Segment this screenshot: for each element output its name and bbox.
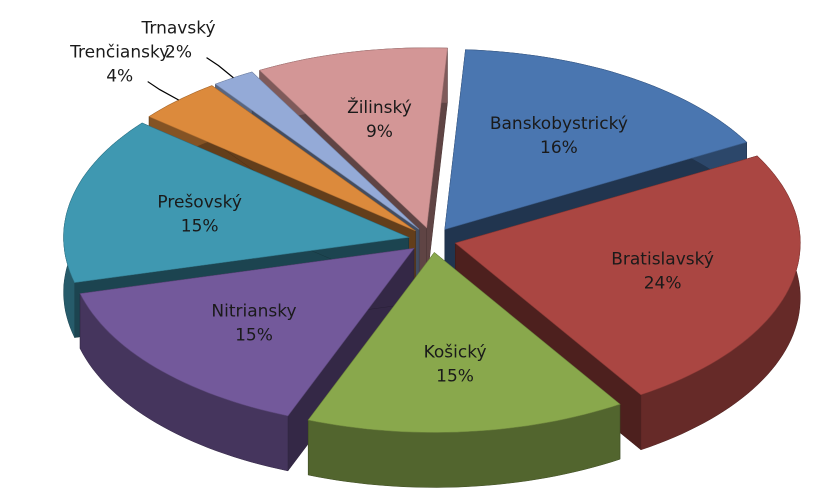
slice-label: Bratislavský bbox=[611, 250, 714, 270]
slice-label: Prešovský bbox=[157, 192, 242, 212]
slice-top bbox=[214, 71, 420, 230]
slice-value-label: 2% bbox=[165, 43, 192, 63]
slice-top bbox=[148, 85, 416, 232]
slice-top bbox=[79, 247, 415, 417]
slice-top bbox=[444, 49, 748, 230]
slice-value-label: 4% bbox=[106, 67, 133, 87]
slice-label: Košický bbox=[424, 343, 487, 363]
slice-value-label: 15% bbox=[181, 216, 219, 236]
slice-value-label: 15% bbox=[436, 367, 474, 387]
slice-label: Žilinský bbox=[347, 96, 412, 118]
slice-value-label: 15% bbox=[235, 325, 273, 345]
slice-label: Trenčiansky bbox=[69, 43, 169, 63]
slice-label: Banskobystrický bbox=[490, 114, 628, 134]
slice-value-label: 24% bbox=[644, 274, 682, 294]
leader-line bbox=[206, 57, 234, 79]
slice-top bbox=[454, 155, 801, 396]
slice-top bbox=[307, 252, 621, 433]
slice-top bbox=[63, 122, 410, 283]
leader-line bbox=[147, 81, 179, 101]
slice-value-label: 16% bbox=[540, 138, 578, 158]
slice bbox=[307, 251, 621, 488]
slice-label: Trnavský bbox=[141, 19, 216, 39]
slice-label: Nitriansky bbox=[211, 301, 296, 321]
slice-value-label: 9% bbox=[366, 122, 393, 142]
slice-top bbox=[259, 47, 448, 229]
